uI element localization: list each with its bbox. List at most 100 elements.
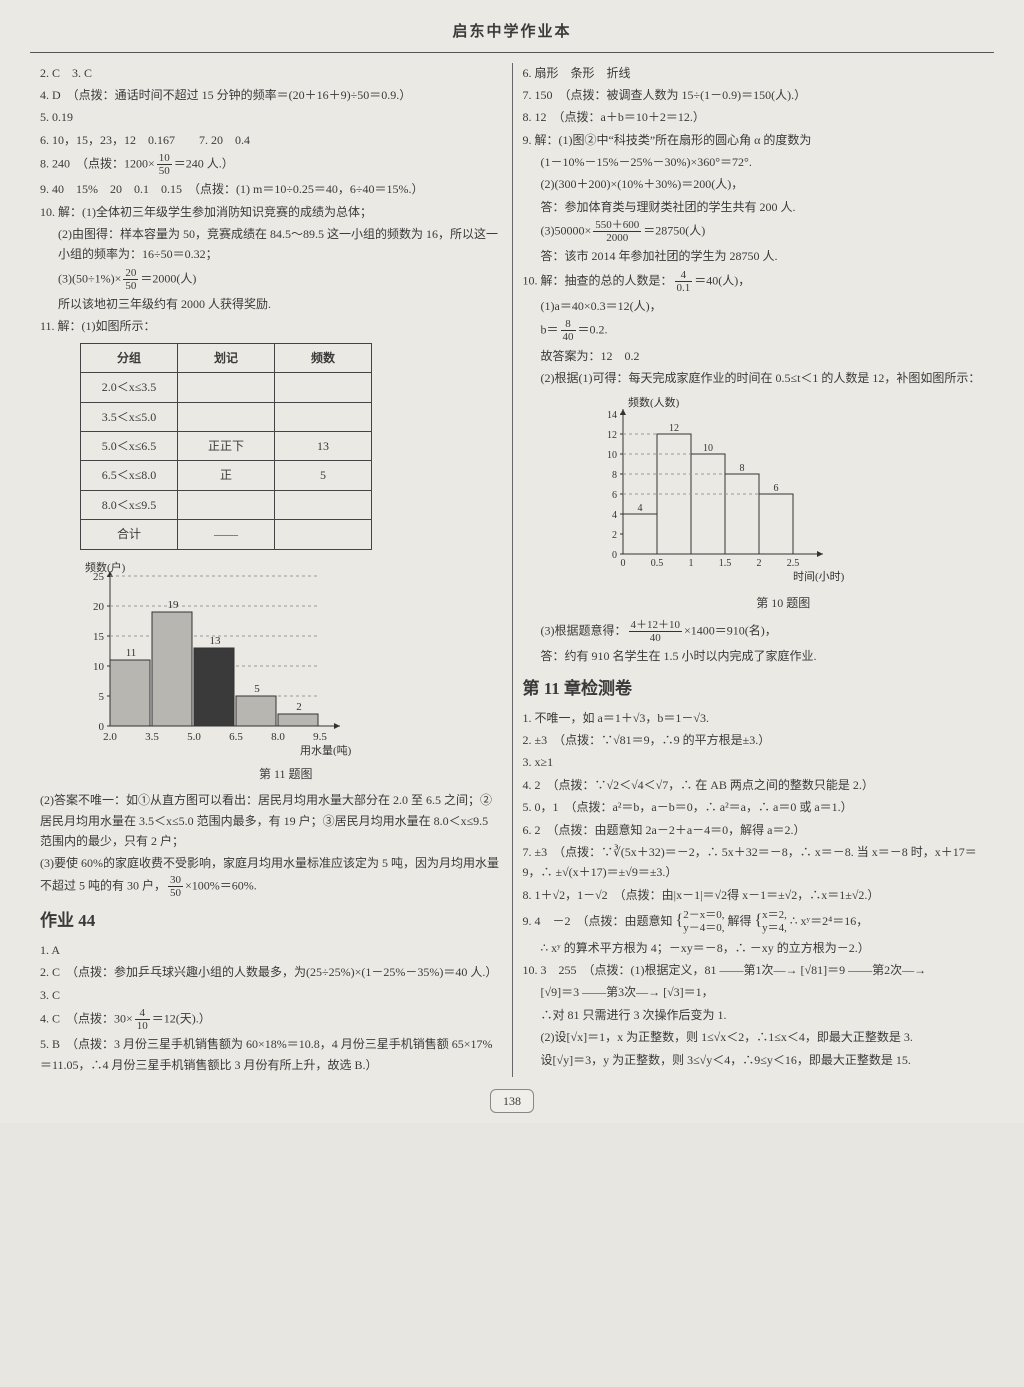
chart-11: 0510152025111913522.03.55.06.58.09.5频数(户… — [70, 556, 502, 785]
section-hw44: 作业 44 — [40, 907, 502, 936]
svg-text:5: 5 — [254, 683, 260, 695]
svg-text:12: 12 — [607, 430, 617, 441]
svg-text:2: 2 — [756, 558, 761, 569]
text: (2)根据(1)可得：每天完成家庭作业的时间在 0.5≤t＜1 的人数是 12，… — [523, 368, 985, 388]
text: 答：该市 2014 年参加社团的学生为 28750 人. — [523, 246, 985, 266]
frequency-table: 分组 划记 频数 2.0＜x≤3.5 3.5＜x≤5.0 5.0＜x≤6.5正正… — [80, 343, 372, 550]
svg-text:用水量(吨): 用水量(吨) — [300, 744, 352, 756]
text: 9. 40 15% 20 0.1 0.15 （点拨：(1) m＝10÷0.25＝… — [40, 179, 502, 199]
text: 故答案为：12 0.2 — [523, 346, 985, 366]
svg-text:3.5: 3.5 — [145, 731, 159, 743]
svg-text:1: 1 — [688, 558, 693, 569]
text: b＝840＝0.2. — [523, 318, 985, 343]
svg-text:频数(户): 频数(户) — [85, 560, 126, 574]
text: 6. 扇形 条形 折线 — [523, 63, 985, 83]
text: ∴对 81 只需进行 3 次操作后变为 1. — [523, 1005, 985, 1025]
text: (2)由图得：样本容量为 50，竞赛成绩在 84.5～89.5 这一小组的频数为… — [40, 224, 502, 265]
svg-text:10: 10 — [703, 443, 713, 454]
th: 划记 — [178, 343, 275, 372]
right-column: 6. 扇形 条形 折线 7. 150 （点拨：被调查人数为 15÷(1－0.9)… — [513, 63, 995, 1078]
text: (3)50000×550＋6002000＝28750(人) — [523, 219, 985, 244]
chart-10: 0 2 4 6 8 10 12 14 4 12 10 8 6 0 0.5 1 1.5 2 2.5 频数(人数) 时间(小… — [583, 394, 985, 613]
svg-text:10: 10 — [93, 661, 105, 673]
svg-text:2.0: 2.0 — [103, 731, 117, 743]
svg-text:8.0: 8.0 — [271, 731, 285, 743]
text: 设[√y]＝3，y 为正整数，则 3≤√y＜4，∴9≤y＜16，即最大正整数是 … — [523, 1050, 985, 1070]
text: 11. 解：(1)如图所示： — [40, 316, 502, 336]
svg-text:2: 2 — [296, 701, 302, 713]
text: 7. 150 （点拨：被调查人数为 15÷(1－0.9)＝150(人).） — [523, 85, 985, 105]
text: (1)a＝40×0.3＝12(人)， — [523, 296, 985, 316]
text: (2)(300＋200)×(10%＋30%)＝200(人)， — [523, 174, 985, 194]
svg-text:4: 4 — [612, 510, 617, 521]
svg-text:14: 14 — [607, 410, 617, 421]
text: (3)根据题意得：4＋12＋1040×1400＝910(名)， — [523, 619, 985, 644]
svg-text:8: 8 — [739, 463, 744, 474]
text: 2. C 3. C — [40, 63, 502, 83]
text: 2. C （点拨：参加乒乓球兴趣小组的人数最多，为(25÷25%)×(1－25%… — [40, 962, 502, 982]
svg-text:2.5: 2.5 — [786, 558, 799, 569]
text: 5. 0.19 — [40, 107, 502, 127]
text: 5. 0，1 （点拨：a²＝b，a－b＝0，∴ a²＝a，∴ a＝0 或 a＝1… — [523, 797, 985, 817]
text: (3)要使 60%的家庭收费不受影响，家庭月均用水量标准应该定为 5 吨，因为月… — [40, 853, 502, 899]
page-title: 启东中学作业本 — [30, 20, 994, 52]
text: 答：约有 910 名学生在 1.5 小时以内完成了家庭作业. — [523, 646, 985, 666]
chart-caption: 第 10 题图 — [583, 593, 985, 613]
svg-text:5: 5 — [99, 691, 105, 703]
svg-text:15: 15 — [93, 631, 105, 643]
text: [√9]＝3 ——第3次—→ [√3]＝1， — [523, 982, 985, 1002]
svg-text:6: 6 — [612, 490, 617, 501]
header-rule — [30, 52, 994, 53]
text: 答：参加体育类与理财类社团的学生共有 200 人. — [523, 197, 985, 217]
text: 4. 2 （点拨：∵√2＜√4＜√7，∴ 在 AB 两点之间的整数只能是 2.） — [523, 775, 985, 795]
chart-caption: 第 11 题图 — [70, 764, 502, 784]
section-ch11: 第 11 章检测卷 — [523, 675, 985, 704]
text: 3. x≥1 — [523, 752, 985, 772]
text: 8. 240 （点拨：1200×1050＝240 人.） — [40, 152, 502, 177]
svg-text:0.5: 0.5 — [650, 558, 663, 569]
text: (2)设[√x]＝1，x 为正整数，则 1≤√x＜2，∴1≤x＜4，即最大正整数… — [523, 1027, 985, 1047]
svg-text:10: 10 — [607, 450, 617, 461]
th: 频数 — [275, 343, 372, 372]
text: 所以该地初三年级约有 2000 人获得奖励. — [40, 294, 502, 314]
svg-text:2: 2 — [612, 530, 617, 541]
svg-text:9.5: 9.5 — [313, 731, 327, 743]
svg-text:0: 0 — [612, 550, 617, 561]
text: (2)答案不唯一：如①从直方图可以看出：居民月均用水量大部分在 2.0 至 6.… — [40, 790, 502, 851]
text: 1. 不唯一，如 a＝1＋√3，b＝1－√3. — [523, 708, 985, 728]
svg-text:4: 4 — [637, 503, 642, 514]
text: 9. 解：(1)图②中“科技类”所在扇形的圆心角 α 的度数为 — [523, 130, 985, 150]
svg-text:20: 20 — [93, 601, 105, 613]
text: 4. C （点拨：30×410＝12(天).） — [40, 1007, 502, 1032]
svg-text:13: 13 — [210, 635, 222, 647]
text: (1－10%－15%－25%－30%)×360°＝72°. — [523, 152, 985, 172]
svg-text:6: 6 — [773, 483, 778, 494]
text: 10. 解：抽查的总的人数是：40.1＝40(人)， — [523, 269, 985, 294]
svg-text:0: 0 — [620, 558, 625, 569]
svg-text:8: 8 — [612, 470, 617, 481]
text: (3)(50÷1%)×2050＝2000(人) — [40, 267, 502, 292]
page-number: 138 — [30, 1089, 994, 1113]
text: 8. 1＋√2，1－√2 （点拨：由|x－1|＝√2得 x－1＝±√2，∴x＝1… — [523, 885, 985, 905]
text: ∴ xʸ 的算术平方根为 4；－xy＝－8，∴ －xy 的立方根为－2.） — [523, 938, 985, 958]
text: 8. 12 （点拨：a＋b＝10＋2＝12.） — [523, 107, 985, 127]
svg-text:12: 12 — [669, 423, 679, 434]
svg-text:频数(人数): 频数(人数) — [628, 395, 680, 409]
th: 分组 — [81, 343, 178, 372]
text: 2. ±3 （点拨：∵√81＝9，∴9 的平方根是±3.） — [523, 730, 985, 750]
text: 7. ±3 （点拨：∵∛(5x＋32)＝－2，∴ 5x＋32＝－8，∴ x＝－8… — [523, 842, 985, 883]
svg-text:时间(小时): 时间(小时) — [793, 570, 845, 583]
svg-text:11: 11 — [126, 647, 137, 659]
svg-text:6.5: 6.5 — [229, 731, 243, 743]
text: 4. D （点拨：通话时间不超过 15 分钟的频率＝(20＋16＋9)÷50＝0… — [40, 85, 502, 105]
text: 6. 10，15，23，12 0.167 7. 20 0.4 — [40, 130, 502, 150]
svg-text:1.5: 1.5 — [718, 558, 731, 569]
svg-text:19: 19 — [168, 599, 180, 611]
text: 10. 3 255 （点拨：(1)根据定义，81 ——第1次—→ [√81]＝9… — [523, 960, 985, 980]
text: 5. B （点拨：3 月份三星手机销售额为 60×18%＝10.8，4 月份三星… — [40, 1034, 502, 1075]
text: 9. 4 －2 （点拨：由题意知 {2－x＝0,y－4＝0, 解得 {x＝2,y… — [523, 907, 985, 935]
text: 1. A — [40, 940, 502, 960]
two-column-layout: 2. C 3. C 4. D （点拨：通话时间不超过 15 分钟的频率＝(20＋… — [30, 63, 994, 1078]
svg-text:5.0: 5.0 — [187, 731, 201, 743]
text: 3. C — [40, 985, 502, 1005]
